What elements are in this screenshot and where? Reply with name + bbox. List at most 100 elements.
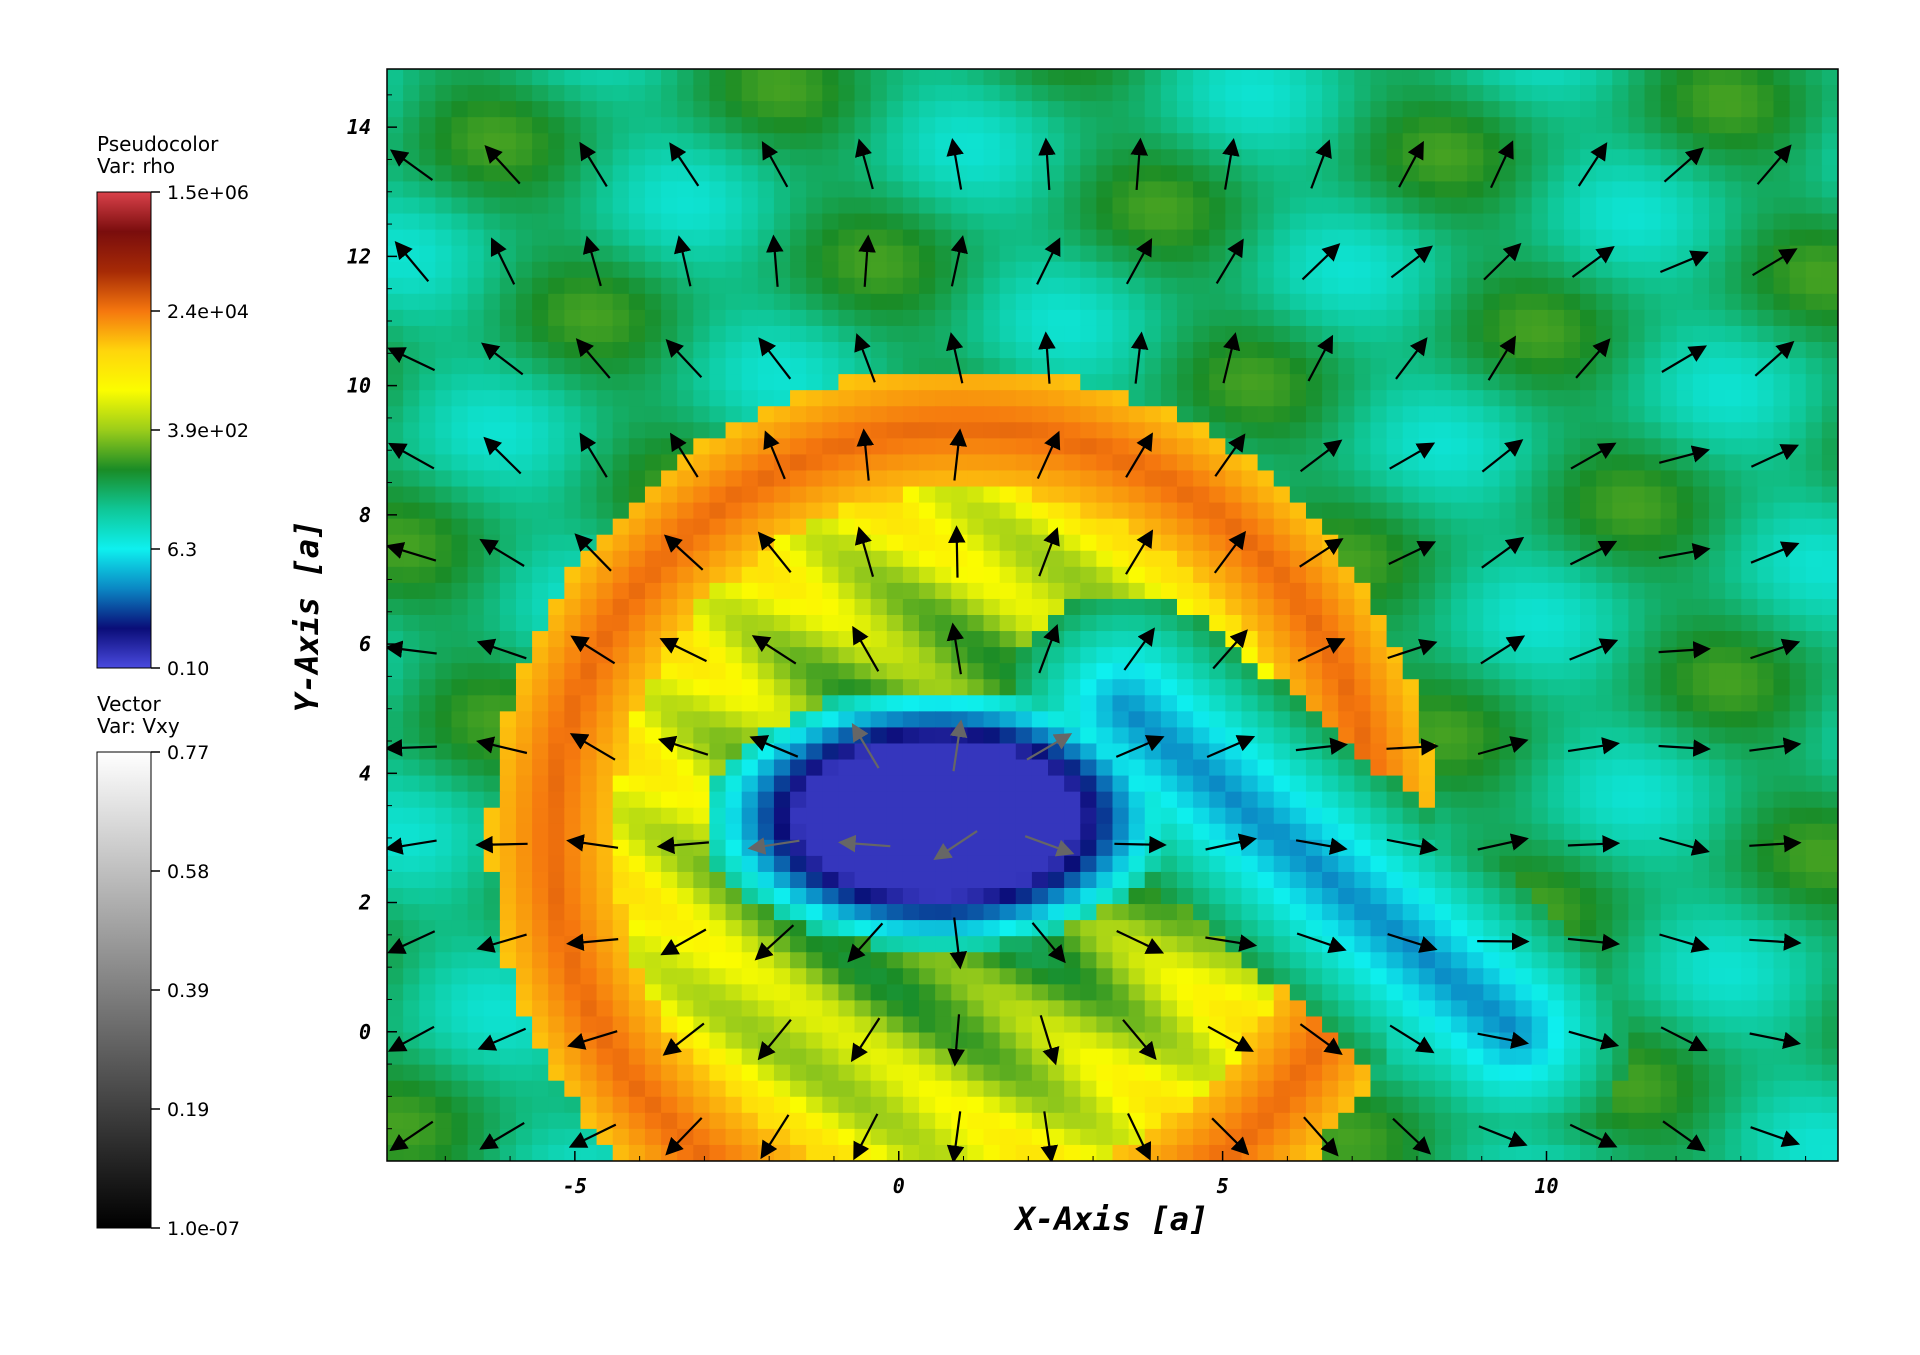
heatmap-cell — [902, 406, 920, 423]
heatmap-cell — [677, 374, 694, 391]
heatmap-cell — [677, 454, 694, 472]
heatmap-cell — [1499, 775, 1517, 793]
heatmap-cell — [725, 615, 743, 632]
heatmap-cell — [1612, 342, 1630, 359]
heatmap-cell — [1402, 101, 1420, 118]
heatmap-cell — [1209, 727, 1226, 745]
heatmap-cell — [1741, 695, 1758, 712]
heatmap-cell — [1096, 422, 1114, 439]
heatmap-cell — [741, 149, 759, 166]
heatmap-cell — [1821, 582, 1838, 600]
heatmap-cell — [1402, 615, 1420, 632]
heatmap-cell — [1176, 791, 1194, 809]
heatmap-cell — [1547, 181, 1565, 199]
heatmap-cell — [644, 518, 662, 536]
heatmap-cell — [564, 518, 582, 536]
heatmap-cell — [1563, 197, 1581, 215]
heatmap-cell — [1563, 470, 1581, 488]
heatmap-cell — [1080, 663, 1097, 680]
heatmap-cell — [1773, 165, 1791, 183]
heatmap-cell — [1725, 727, 1742, 745]
heatmap-cell — [1612, 871, 1630, 889]
heatmap-cell — [1064, 406, 1081, 423]
heatmap-cell — [1805, 598, 1823, 616]
heatmap-cell — [1193, 261, 1210, 279]
heatmap-cell — [790, 598, 807, 616]
heatmap-cell — [612, 904, 630, 921]
heatmap-cell — [467, 550, 485, 568]
heatmap-cell — [919, 325, 936, 343]
heatmap-cell — [741, 181, 759, 199]
heatmap-cell — [1160, 149, 1178, 166]
heatmap-cell — [1531, 598, 1549, 616]
heatmap-cell — [1563, 149, 1581, 166]
heatmap-cell — [677, 342, 694, 359]
heatmap-cell — [1741, 293, 1758, 311]
heatmap-cell — [1660, 823, 1678, 841]
heatmap-cell — [1660, 117, 1678, 134]
heatmap-cell — [999, 888, 1017, 905]
heatmap-cell — [1434, 181, 1452, 199]
heatmap-cell — [870, 904, 888, 921]
heatmap-cell — [564, 422, 582, 439]
heatmap-cell — [1064, 374, 1081, 391]
heatmap-cell — [806, 807, 823, 825]
heatmap-cell — [1531, 727, 1549, 745]
heatmap-cell — [1644, 213, 1662, 231]
heatmap-cell — [951, 454, 968, 472]
heatmap-cell — [1128, 871, 1146, 889]
heatmap-cell — [854, 454, 872, 472]
heatmap-cell — [1322, 888, 1339, 905]
heatmap-cell — [419, 342, 436, 359]
heatmap-cell — [1725, 598, 1742, 616]
heatmap-cell — [983, 695, 1001, 712]
heatmap-cell — [1515, 839, 1533, 857]
heatmap-cell — [1563, 438, 1581, 456]
heatmap-cell — [1805, 69, 1823, 86]
heatmap-cell — [1805, 663, 1823, 680]
heatmap-cell — [757, 470, 775, 488]
heatmap-cell — [1660, 325, 1678, 343]
heatmap-cell — [1741, 598, 1758, 616]
heatmap-cell — [854, 518, 872, 536]
heatmap-cell — [1209, 839, 1226, 857]
heatmap-cell — [1821, 358, 1838, 375]
heatmap-cell — [1305, 261, 1323, 279]
heatmap-cell — [1031, 631, 1049, 648]
heatmap-cell — [1612, 438, 1630, 456]
heatmap-cell — [1676, 165, 1694, 183]
heatmap-cell — [1531, 518, 1549, 536]
heatmap-cell — [1273, 101, 1291, 118]
heatmap-cell — [532, 181, 549, 199]
heatmap-cell — [1547, 711, 1565, 729]
heatmap-cell — [1757, 149, 1775, 166]
heatmap-cell — [612, 181, 630, 199]
heatmap-cell — [1499, 245, 1517, 263]
heatmap-cell — [564, 598, 582, 616]
heatmap-cell — [1209, 245, 1226, 263]
heatmap-cell — [870, 855, 888, 873]
heatmap-cell — [1757, 117, 1775, 134]
heatmap-cell — [1612, 309, 1630, 327]
heatmap-cell — [1596, 598, 1613, 616]
heatmap-cell — [532, 117, 549, 134]
heatmap-cell — [1547, 261, 1565, 279]
heatmap-cell — [661, 390, 678, 407]
heatmap-cell — [838, 486, 856, 504]
heatmap-cell — [1451, 807, 1468, 825]
heatmap-cell — [1241, 133, 1259, 150]
heatmap-cell — [1209, 390, 1226, 407]
heatmap-cell — [1563, 133, 1581, 150]
heatmap-cell — [1821, 807, 1838, 825]
heatmap-cell — [838, 293, 856, 311]
heatmap-cell — [628, 406, 646, 423]
heatmap-cell — [1144, 888, 1162, 905]
heatmap-cell — [1418, 101, 1436, 118]
heatmap-cell — [1112, 181, 1130, 199]
heatmap-cell — [919, 855, 936, 873]
heatmap-cell — [564, 229, 582, 247]
heatmap-cell — [1386, 325, 1404, 343]
heatmap-cell — [1338, 615, 1355, 632]
heatmap-cell — [1821, 502, 1838, 520]
heatmap-cell — [1112, 598, 1130, 616]
